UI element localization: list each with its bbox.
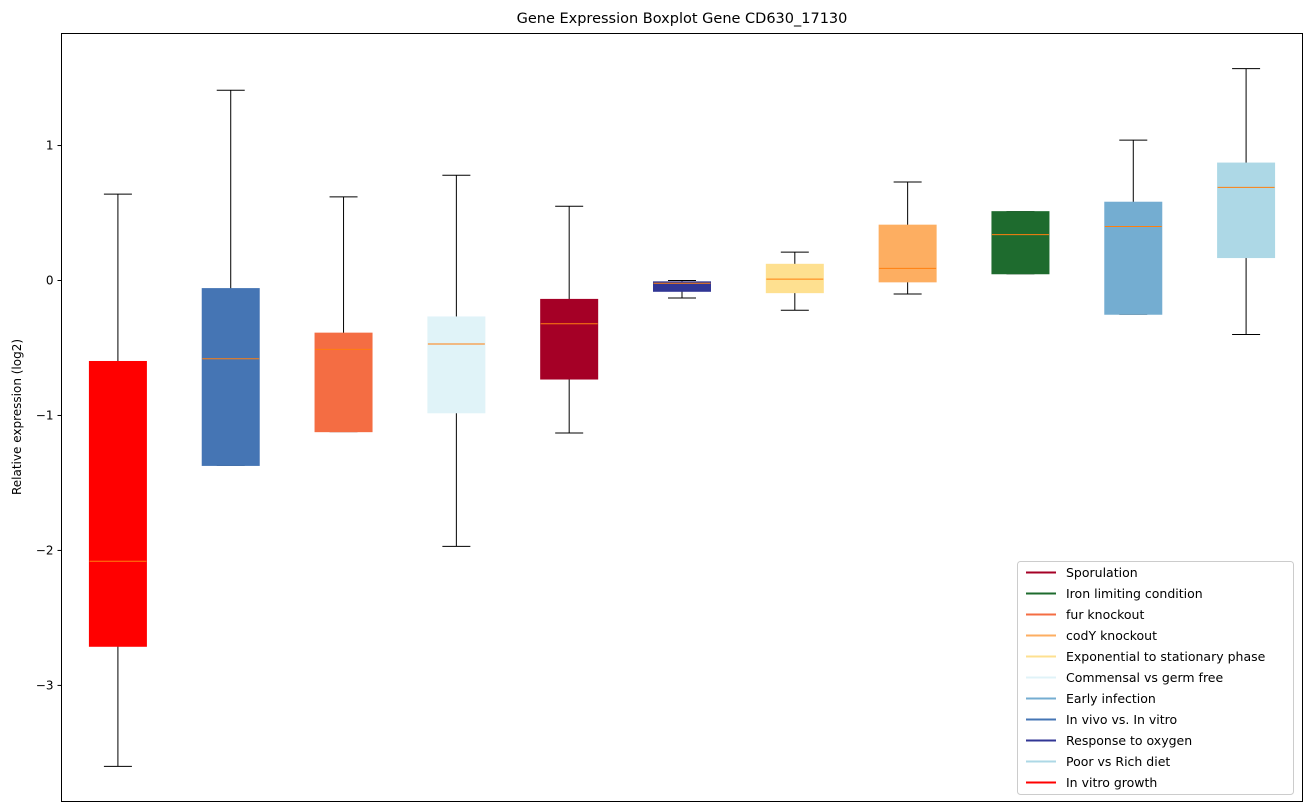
legend-frame bbox=[1017, 561, 1294, 795]
legend-label: Iron limiting condition bbox=[1066, 586, 1203, 601]
box-fur-knockout bbox=[314, 196, 373, 433]
legend-label: Early infection bbox=[1066, 691, 1156, 706]
legend-label: In vitro growth bbox=[1066, 775, 1157, 790]
legend-label: codY knockout bbox=[1066, 628, 1157, 643]
box-body bbox=[540, 298, 599, 380]
boxes bbox=[88, 68, 1276, 767]
legend: Sporulation Iron limiting condition fur kn… bbox=[1017, 561, 1294, 795]
box-response-to-oxygen bbox=[653, 280, 711, 299]
box-body bbox=[1217, 162, 1276, 259]
box-body bbox=[314, 332, 373, 433]
box-sporulation bbox=[540, 205, 599, 434]
legend-label: Commensal vs germ free bbox=[1066, 670, 1223, 685]
chart-title: Gene Expression Boxplot Gene CD630_17130 bbox=[517, 11, 848, 27]
box-body bbox=[991, 211, 1050, 275]
box-exponential-to-stationary-phase bbox=[765, 251, 824, 311]
box-poor-vs-rich-diet bbox=[1217, 68, 1276, 335]
y-tick-label: −3 bbox=[36, 678, 54, 692]
y-tick-label: −2 bbox=[36, 543, 54, 557]
y-tick-label: 1 bbox=[46, 139, 54, 153]
y-axis-label: Relative expression (log2) bbox=[10, 339, 24, 495]
y-ticks: −3 −2 −1 0 1 bbox=[36, 139, 62, 692]
box-body bbox=[653, 281, 711, 292]
plot-frame bbox=[61, 33, 1303, 802]
box-cody-knockout bbox=[878, 181, 937, 295]
box-body bbox=[878, 224, 937, 283]
box-body bbox=[1104, 201, 1163, 315]
box-body bbox=[88, 360, 147, 647]
legend-label: Sporulation bbox=[1066, 565, 1138, 580]
box-early-infection bbox=[1104, 139, 1163, 315]
box-in-vitro-growth bbox=[88, 193, 147, 767]
box-in-vivo-vs-in-vitro bbox=[201, 89, 260, 466]
legend-label: Poor vs Rich diet bbox=[1066, 754, 1170, 769]
legend-label: fur knockout bbox=[1066, 607, 1144, 622]
box-commensal-vs-germ-free bbox=[427, 174, 486, 547]
legend-label: Exponential to stationary phase bbox=[1066, 649, 1266, 664]
legend-label: In vivo vs. In vitro bbox=[1066, 712, 1177, 727]
y-tick-label: 0 bbox=[46, 274, 54, 288]
box-iron-limiting-condition bbox=[991, 211, 1050, 275]
legend-label: Response to oxygen bbox=[1066, 733, 1192, 748]
box-body bbox=[765, 263, 824, 294]
box-body bbox=[427, 316, 486, 414]
box-body bbox=[201, 288, 260, 466]
y-tick-label: −1 bbox=[36, 408, 54, 422]
